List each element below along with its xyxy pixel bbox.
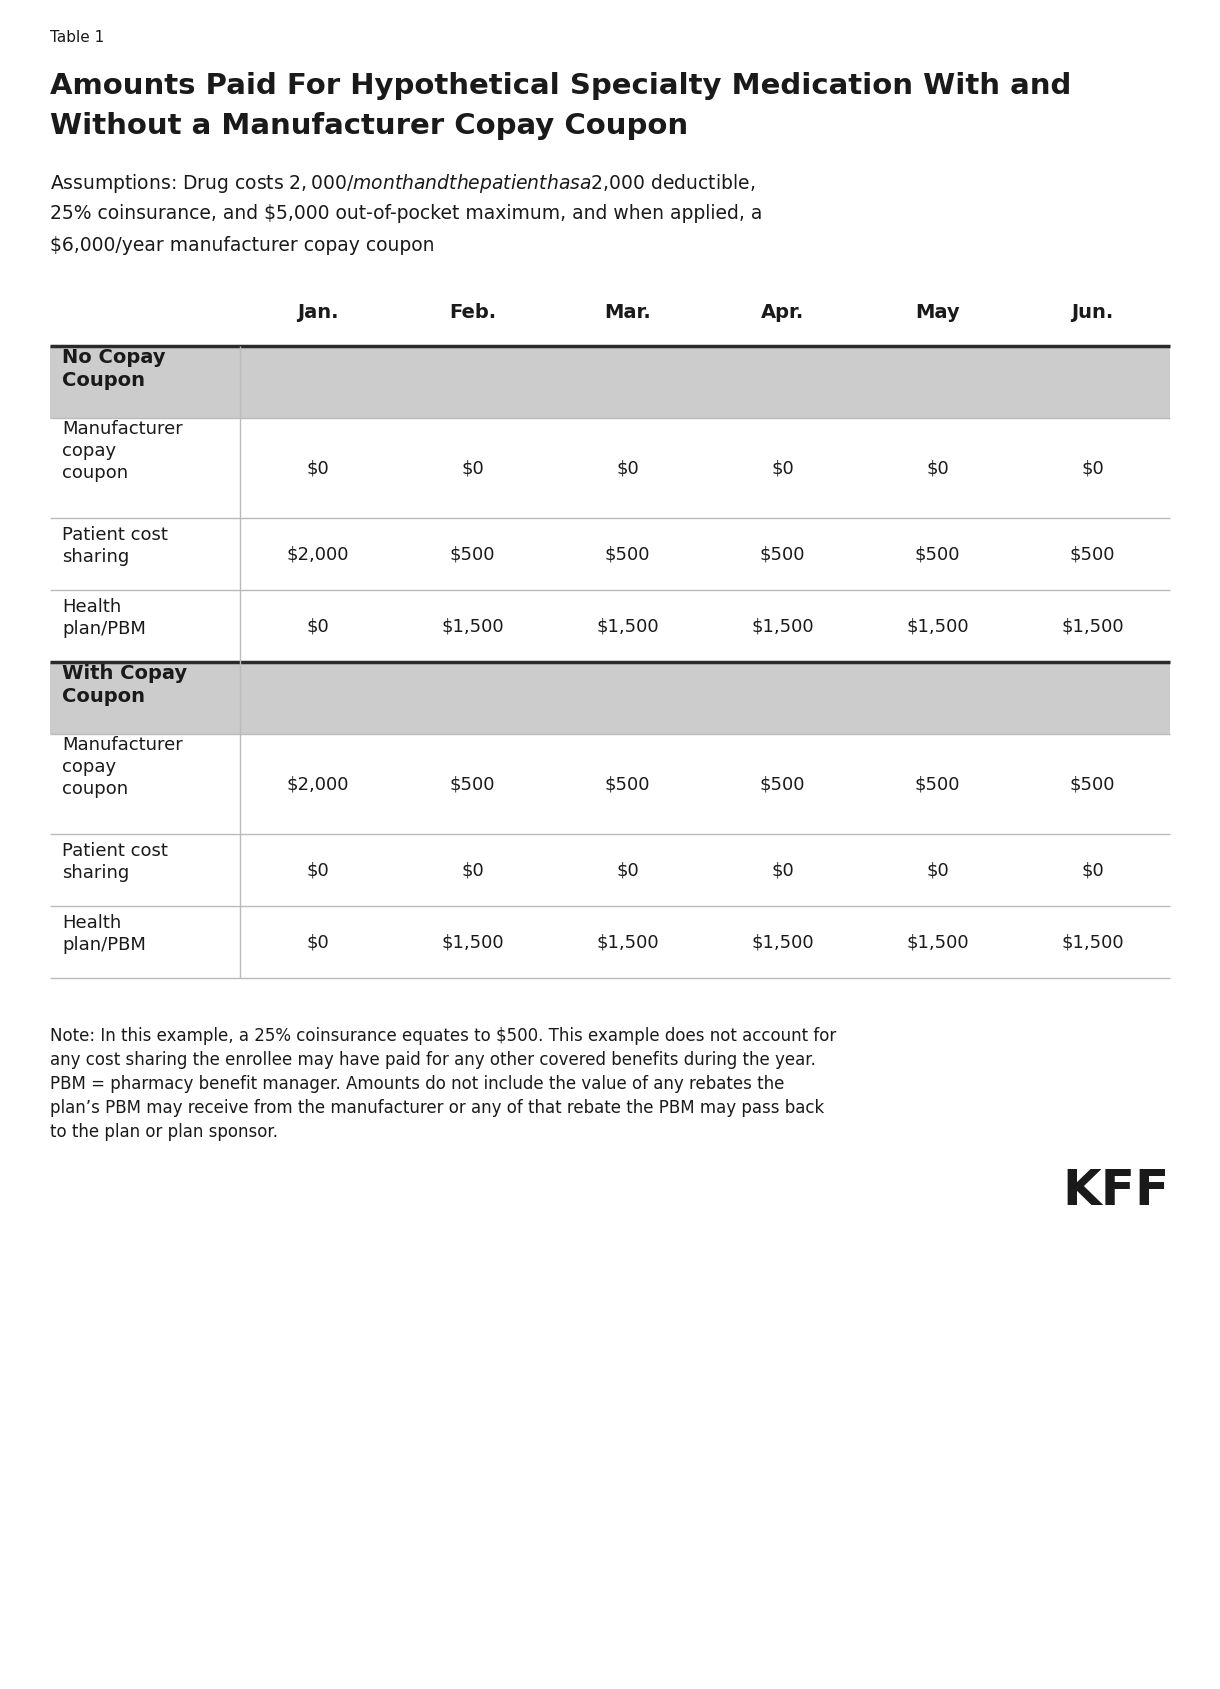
- Text: Assumptions: Drug costs $2,000/month and the patient has a $2,000 deductible,: Assumptions: Drug costs $2,000/month and…: [50, 172, 755, 194]
- Text: $1,500: $1,500: [442, 618, 504, 635]
- Text: Patient cost
sharing: Patient cost sharing: [62, 841, 168, 882]
- Bar: [50, 662, 1170, 735]
- Text: $2,000: $2,000: [287, 546, 349, 564]
- Text: $0: $0: [771, 861, 794, 880]
- Text: $0: $0: [616, 861, 639, 880]
- Text: May: May: [915, 304, 960, 323]
- Text: to the plan or plan sponsor.: to the plan or plan sponsor.: [50, 1121, 278, 1140]
- Text: Note: In this example, a 25% coinsurance equates to $500. This example does not : Note: In this example, a 25% coinsurance…: [50, 1027, 836, 1044]
- Bar: [50, 346, 1170, 419]
- Text: $500: $500: [760, 546, 805, 564]
- Text: $1,500: $1,500: [906, 618, 969, 635]
- Text: $1,500: $1,500: [1061, 618, 1124, 635]
- Text: Manufacturer
copay
coupon: Manufacturer copay coupon: [62, 419, 183, 481]
- Text: Health
plan/PBM: Health plan/PBM: [62, 598, 146, 638]
- Text: $0: $0: [461, 459, 484, 478]
- Text: Table 1: Table 1: [50, 30, 104, 46]
- Text: $0: $0: [926, 459, 949, 478]
- Text: $0: $0: [1081, 861, 1104, 880]
- Text: Mar.: Mar.: [604, 304, 651, 323]
- Text: 25% coinsurance, and $5,000 out-of-pocket maximum, and when applied, a: 25% coinsurance, and $5,000 out-of-pocke…: [50, 204, 762, 223]
- Text: PBM = pharmacy benefit manager. Amounts do not include the value of any rebates : PBM = pharmacy benefit manager. Amounts …: [50, 1074, 784, 1093]
- Text: $0: $0: [306, 861, 329, 880]
- Text: No Copay
Coupon: No Copay Coupon: [62, 348, 166, 390]
- Text: $0: $0: [306, 459, 329, 478]
- Text: $500: $500: [605, 775, 650, 794]
- Text: $500: $500: [450, 546, 495, 564]
- Text: With Copay
Coupon: With Copay Coupon: [62, 664, 187, 706]
- Text: $1,500: $1,500: [597, 618, 659, 635]
- Text: plan’s PBM may receive from the manufacturer or any of that rebate the PBM may p: plan’s PBM may receive from the manufact…: [50, 1098, 825, 1116]
- Text: any cost sharing the enrollee may have paid for any other covered benefits durin: any cost sharing the enrollee may have p…: [50, 1051, 816, 1069]
- Text: Manufacturer
copay
coupon: Manufacturer copay coupon: [62, 735, 183, 797]
- Text: $1,500: $1,500: [752, 934, 814, 951]
- Text: $0: $0: [1081, 459, 1104, 478]
- Text: $0: $0: [616, 459, 639, 478]
- Text: $500: $500: [915, 546, 960, 564]
- Text: Without a Manufacturer Copay Coupon: Without a Manufacturer Copay Coupon: [50, 111, 688, 140]
- Text: $0: $0: [306, 618, 329, 635]
- Text: $0: $0: [461, 861, 484, 880]
- Text: $6,000/year manufacturer copay coupon: $6,000/year manufacturer copay coupon: [50, 236, 434, 255]
- Text: $1,500: $1,500: [442, 934, 504, 951]
- Text: Jun.: Jun.: [1071, 304, 1114, 323]
- Text: $500: $500: [760, 775, 805, 794]
- Text: $1,500: $1,500: [1061, 934, 1124, 951]
- Text: $500: $500: [1070, 775, 1115, 794]
- Text: $500: $500: [605, 546, 650, 564]
- Text: $500: $500: [1070, 546, 1115, 564]
- Text: $1,500: $1,500: [752, 618, 814, 635]
- Text: $2,000: $2,000: [287, 775, 349, 794]
- Text: Feb.: Feb.: [449, 304, 497, 323]
- Text: $500: $500: [915, 775, 960, 794]
- Text: $0: $0: [306, 934, 329, 951]
- Text: Patient cost
sharing: Patient cost sharing: [62, 525, 168, 566]
- Text: $0: $0: [771, 459, 794, 478]
- Text: $500: $500: [450, 775, 495, 794]
- Text: Amounts Paid For Hypothetical Specialty Medication With and: Amounts Paid For Hypothetical Specialty …: [50, 73, 1071, 100]
- Text: $1,500: $1,500: [906, 934, 969, 951]
- Text: $0: $0: [926, 861, 949, 880]
- Text: Health
plan/PBM: Health plan/PBM: [62, 914, 146, 954]
- Text: KFF: KFF: [1063, 1167, 1170, 1214]
- Text: Apr.: Apr.: [761, 304, 804, 323]
- Text: $1,500: $1,500: [597, 934, 659, 951]
- Text: Jan.: Jan.: [296, 304, 338, 323]
